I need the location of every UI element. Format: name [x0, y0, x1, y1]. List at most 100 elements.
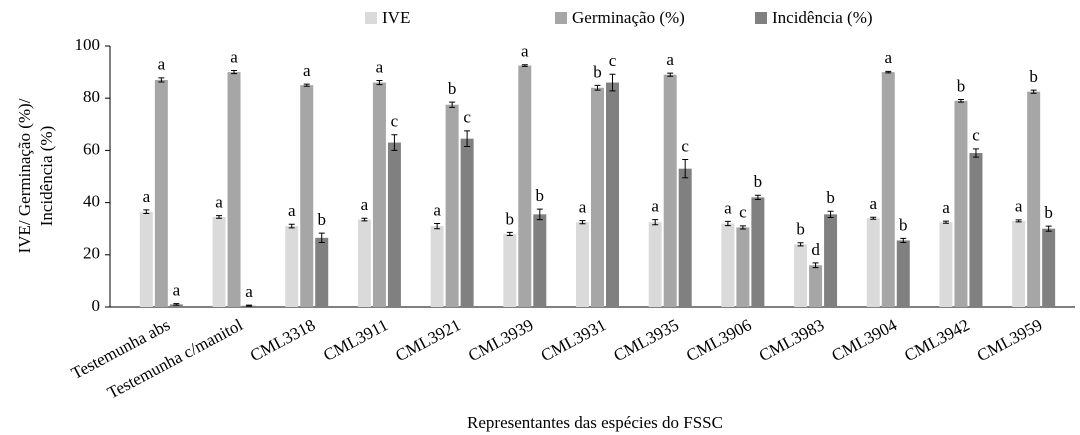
x-tick-label: CML3942: [901, 315, 972, 365]
bar: [606, 82, 619, 307]
error-bar: [318, 232, 325, 244]
y-tick-label: 40: [83, 192, 100, 211]
significance-letter: b: [754, 172, 763, 191]
legend-label: IVE: [382, 8, 410, 27]
significance-letter: a: [230, 47, 238, 66]
bar: [824, 214, 838, 307]
significance-letter: a: [869, 194, 877, 213]
error-bar: [812, 262, 819, 269]
y-tick-label: 60: [83, 139, 100, 158]
error-bar: [246, 304, 253, 307]
bar: [212, 216, 226, 307]
x-tick-label: CML3983: [756, 315, 827, 365]
bar: [678, 168, 692, 307]
bar: [866, 218, 880, 307]
error-bar: [303, 83, 310, 87]
bar: [533, 214, 547, 307]
bar: [591, 87, 604, 307]
x-axis-label: Representantes das espécies do FSSC: [467, 413, 723, 432]
significance-letter: a: [651, 196, 659, 215]
error-bar: [376, 79, 383, 86]
x-tick-label: CML3904: [829, 315, 901, 365]
y-tick-label: 80: [83, 87, 100, 106]
significance-letter: d: [811, 240, 820, 259]
error-bar: [885, 70, 892, 74]
bar: [751, 197, 765, 307]
error-bar: [972, 148, 979, 158]
legend-swatch: [365, 12, 377, 24]
bar: [372, 82, 386, 307]
error-bar: [1045, 225, 1052, 232]
y-tick-label: 100: [75, 35, 101, 54]
x-tick-label: CML3959: [974, 315, 1045, 365]
significance-letter: b: [593, 62, 602, 81]
error-bar: [739, 225, 746, 230]
significance-letter: a: [215, 193, 223, 212]
significance-letter: a: [288, 201, 296, 220]
error-bar: [667, 72, 674, 77]
bar: [387, 142, 401, 307]
bar: [969, 153, 983, 307]
error-bar: [594, 84, 601, 91]
x-tick-label: CML3935: [610, 315, 681, 365]
legend-swatch: [555, 12, 567, 24]
error-bar: [797, 242, 804, 247]
significance-letter: b: [506, 209, 515, 228]
error-bar: [434, 222, 441, 230]
error-bar: [216, 215, 223, 219]
error-bar: [682, 159, 689, 179]
significance-letter: a: [724, 198, 732, 217]
x-tick-label: CML3318: [247, 315, 318, 365]
significance-letter: a: [666, 50, 674, 69]
bar: [663, 74, 677, 308]
significance-letter: b: [899, 215, 908, 234]
x-tick-label: CML3906: [683, 315, 754, 365]
bar: [896, 240, 910, 307]
error-bar: [827, 210, 834, 218]
bar: [881, 72, 895, 307]
significance-letter: a: [884, 48, 892, 67]
bar: [169, 304, 183, 307]
error-bar: [231, 70, 238, 75]
bar: [154, 79, 168, 308]
legend-label: Germinação (%): [572, 8, 685, 27]
error-bar: [288, 223, 295, 229]
error-bar: [391, 134, 398, 151]
error-bar: [536, 208, 543, 221]
significance-letter: b: [448, 79, 457, 98]
bar: [809, 265, 823, 307]
bar: [736, 227, 750, 307]
error-bar: [361, 217, 368, 222]
error-bar: [957, 99, 964, 103]
y-axis-label: Incidência (%): [37, 126, 56, 227]
error-bar: [158, 77, 165, 83]
significance-letter: c: [681, 136, 689, 155]
bar: [357, 219, 371, 307]
significance-letter: a: [158, 55, 166, 74]
significance-letter: a: [1015, 197, 1023, 216]
significance-letter: c: [391, 112, 399, 131]
significance-letter: b: [1044, 203, 1053, 222]
significance-letter: a: [376, 57, 384, 76]
bar: [300, 85, 314, 308]
significance-letter: b: [1029, 67, 1038, 86]
bar: [1027, 91, 1041, 307]
significance-letter: a: [942, 198, 950, 217]
error-bar: [1015, 219, 1022, 223]
significance-letter: b: [317, 210, 326, 229]
error-bar: [754, 194, 761, 200]
bar: [445, 104, 459, 307]
error-bar: [521, 64, 528, 67]
significance-letter: a: [521, 42, 529, 61]
significance-letter: a: [433, 200, 441, 219]
significance-letter: b: [957, 76, 966, 95]
error-bar: [173, 303, 180, 306]
significance-letter: c: [609, 51, 617, 70]
bar: [576, 222, 589, 307]
error-bar: [609, 73, 616, 92]
error-bar: [506, 231, 513, 236]
error-bar: [449, 101, 456, 108]
x-tick-label: CML3921: [392, 315, 463, 365]
bar: [954, 100, 968, 307]
